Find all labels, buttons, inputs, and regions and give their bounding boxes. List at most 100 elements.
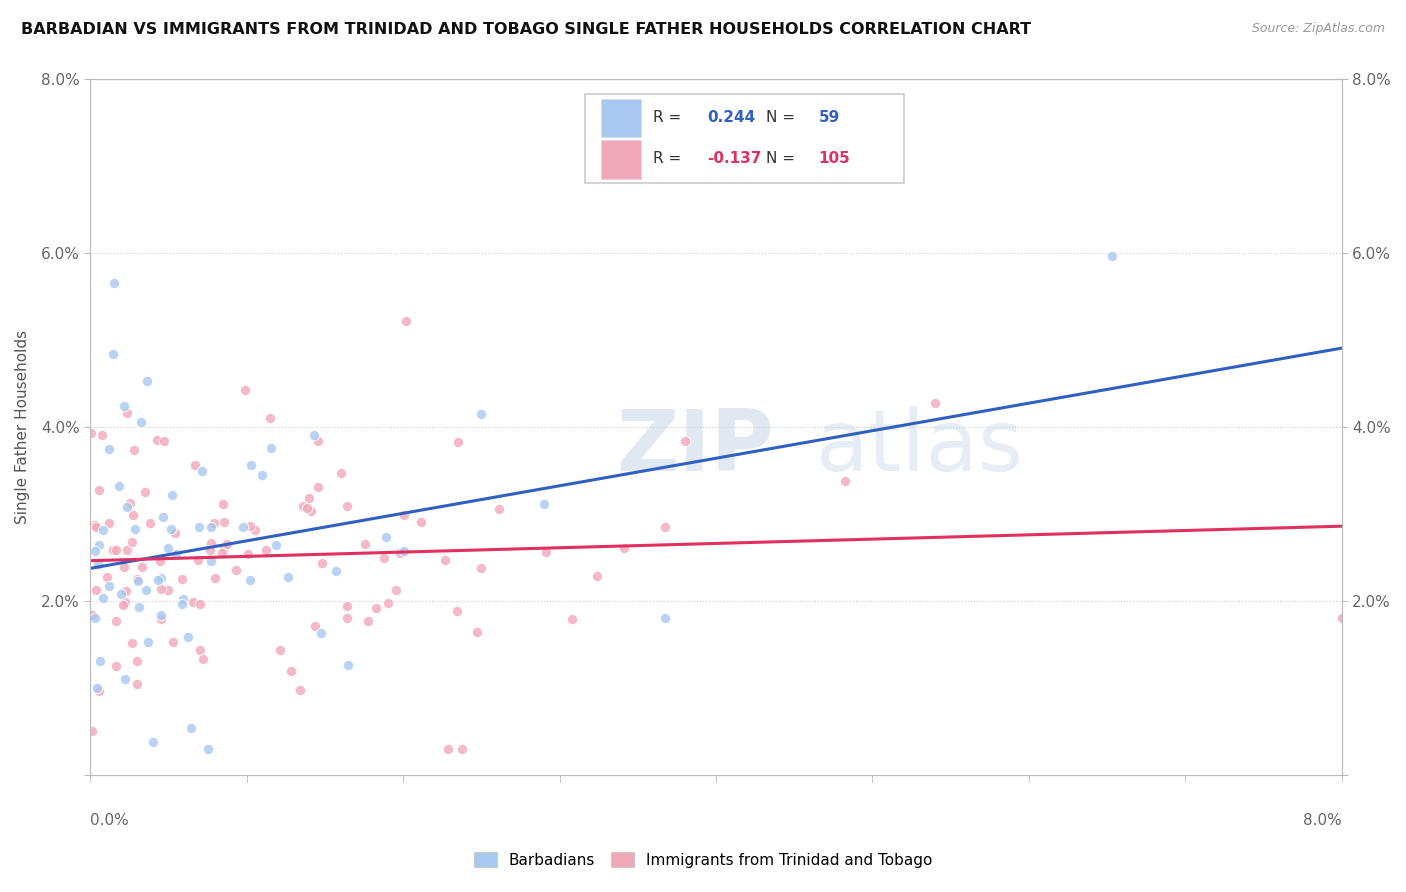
Point <box>299 504 322 518</box>
Point <box>142 735 165 749</box>
Point <box>146 573 169 587</box>
Point <box>87 684 110 698</box>
Point <box>162 635 184 649</box>
Point <box>353 537 375 551</box>
Point <box>470 407 492 421</box>
Point <box>127 573 149 587</box>
Point <box>202 516 225 530</box>
Point <box>357 614 380 628</box>
Point <box>84 582 107 597</box>
Point <box>138 516 160 531</box>
Point <box>149 582 172 596</box>
Point <box>654 520 676 534</box>
Point <box>304 619 326 633</box>
Point <box>291 499 314 513</box>
Point <box>129 415 152 429</box>
Point <box>239 573 262 587</box>
Point <box>156 541 179 555</box>
Point <box>335 611 357 625</box>
Point <box>336 599 359 613</box>
Point <box>160 488 183 502</box>
Point <box>108 479 131 493</box>
Point <box>394 543 416 558</box>
Point <box>240 458 263 472</box>
Point <box>364 601 387 615</box>
FancyBboxPatch shape <box>585 95 904 184</box>
Point <box>488 502 510 516</box>
Point <box>302 427 325 442</box>
Point <box>197 742 219 756</box>
Text: 8.0%: 8.0% <box>1303 814 1341 829</box>
Point <box>157 582 180 597</box>
Point <box>191 652 214 666</box>
Point <box>277 570 299 584</box>
Point <box>114 584 136 599</box>
Point <box>447 435 470 450</box>
Point <box>187 520 209 534</box>
Text: R =: R = <box>654 110 686 125</box>
Point <box>121 636 143 650</box>
Point <box>114 594 136 608</box>
Point <box>177 630 200 644</box>
FancyBboxPatch shape <box>600 98 641 137</box>
Point <box>232 520 254 534</box>
Point <box>117 500 139 514</box>
Point <box>127 574 149 588</box>
Point <box>84 611 107 625</box>
Point <box>98 516 121 530</box>
Point <box>187 553 209 567</box>
Text: N =: N = <box>766 151 800 166</box>
Point <box>89 654 111 668</box>
Point <box>84 544 107 558</box>
Text: Source: ZipAtlas.com: Source: ZipAtlas.com <box>1251 22 1385 36</box>
Point <box>131 560 153 574</box>
Point <box>212 515 235 529</box>
Point <box>124 443 146 458</box>
Text: atlas: atlas <box>815 407 1024 490</box>
Text: N =: N = <box>766 110 800 125</box>
Point <box>437 742 460 756</box>
Point <box>451 742 474 756</box>
Point <box>153 434 176 448</box>
Point <box>243 524 266 538</box>
FancyBboxPatch shape <box>600 139 641 178</box>
Point <box>89 538 111 552</box>
Point <box>121 508 143 523</box>
Point <box>97 579 120 593</box>
Point <box>105 614 128 628</box>
Point <box>115 407 138 421</box>
Point <box>165 547 187 561</box>
Point <box>200 535 222 549</box>
Point <box>83 517 105 532</box>
Point <box>212 541 235 555</box>
Point <box>114 672 136 686</box>
Point <box>90 428 112 442</box>
Point <box>1101 249 1123 263</box>
Point <box>135 582 157 597</box>
Point <box>97 442 120 456</box>
Point <box>128 599 150 614</box>
Point <box>309 625 332 640</box>
Point <box>212 497 235 511</box>
Point <box>266 538 288 552</box>
Point <box>191 464 214 478</box>
Point <box>82 607 104 622</box>
Point <box>111 598 134 612</box>
Text: 0.244: 0.244 <box>707 110 755 125</box>
Point <box>395 314 418 328</box>
Point <box>446 604 468 618</box>
Point <box>377 596 399 610</box>
Point <box>215 537 238 551</box>
Point <box>96 569 118 583</box>
Point <box>654 611 676 625</box>
Text: -0.137: -0.137 <box>707 151 762 166</box>
Point <box>298 491 321 505</box>
Point <box>87 558 110 572</box>
Text: 105: 105 <box>818 151 851 166</box>
Point <box>181 594 204 608</box>
Point <box>385 582 408 597</box>
Point <box>125 677 148 691</box>
Point <box>101 347 124 361</box>
Point <box>121 535 143 549</box>
Point <box>374 530 396 544</box>
